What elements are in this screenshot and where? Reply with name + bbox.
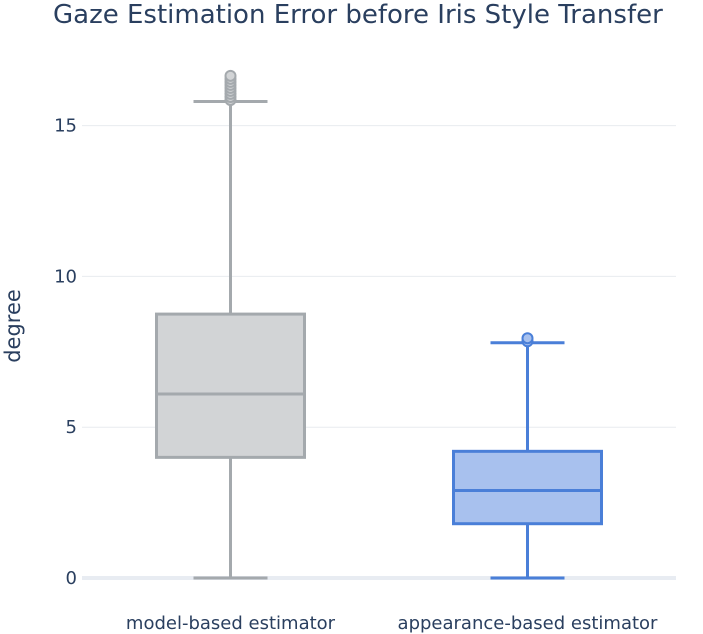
y-axis-title: degree bbox=[1, 289, 25, 363]
y-tick-label: 10 bbox=[54, 266, 77, 287]
box-appearance-based bbox=[452, 332, 603, 580]
box-model-based bbox=[155, 69, 306, 580]
boxes bbox=[155, 69, 603, 580]
chart-title: Gaze Estimation Error before Iris Style … bbox=[53, 0, 663, 30]
y-tick-label: 15 bbox=[54, 116, 77, 137]
y-tick-label: 0 bbox=[66, 568, 77, 589]
box-iqr bbox=[155, 312, 306, 459]
box-iqr bbox=[452, 449, 603, 526]
x-tick-label: model-based estimator bbox=[126, 613, 336, 634]
y-tick-label: 5 bbox=[66, 417, 77, 438]
x-axis-ticks: model-based estimator appearance-based es… bbox=[126, 613, 658, 634]
outlier-point bbox=[521, 332, 534, 345]
y-axis-ticks: 0 5 10 15 bbox=[54, 116, 77, 589]
x-tick-label: appearance-based estimator bbox=[398, 613, 658, 634]
outlier-point bbox=[224, 69, 237, 82]
